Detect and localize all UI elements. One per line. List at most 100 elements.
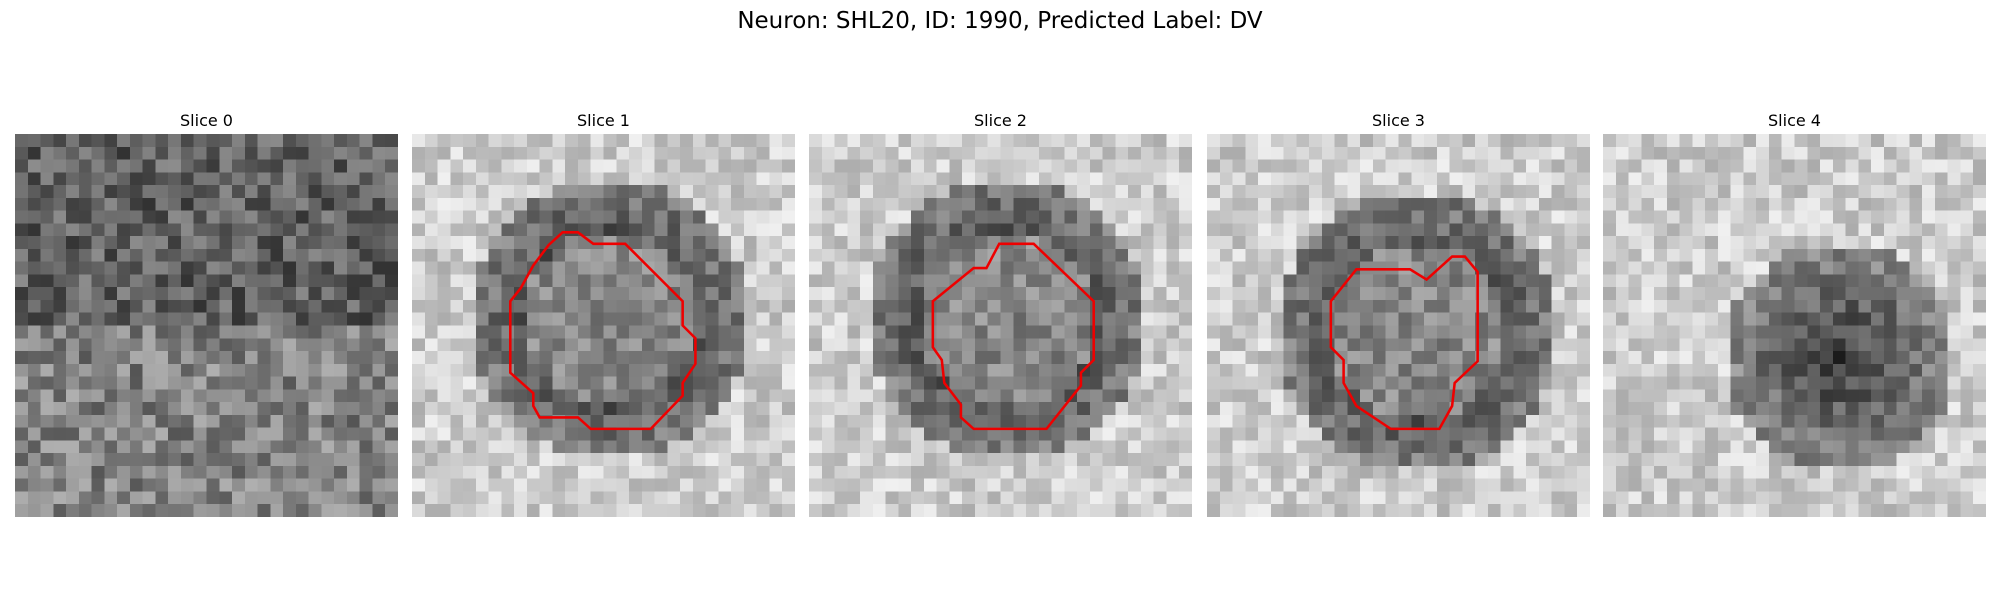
pixel	[206, 185, 220, 198]
pixel	[1934, 491, 1948, 505]
pixel	[552, 325, 566, 339]
pixel	[1153, 261, 1167, 275]
pixel	[654, 197, 668, 211]
pixel	[334, 504, 347, 517]
pixel	[359, 440, 373, 454]
pixel	[1179, 185, 1192, 198]
pixel	[1641, 223, 1655, 237]
pixel	[782, 363, 795, 377]
pixel	[1475, 159, 1488, 173]
pixel	[334, 172, 347, 186]
pixel	[219, 478, 233, 492]
pixel	[1385, 427, 1399, 441]
pixel	[40, 172, 54, 186]
pixel	[565, 440, 578, 454]
pixel	[1449, 210, 1463, 224]
pixel	[450, 414, 464, 428]
pixel	[1309, 299, 1322, 313]
pixel	[1051, 172, 1065, 186]
pixel	[1820, 491, 1833, 505]
pixel	[1832, 287, 1846, 300]
pixel	[769, 491, 783, 505]
pixel	[1321, 504, 1335, 517]
pixel	[1500, 465, 1514, 479]
pixel	[488, 414, 502, 428]
pixel	[872, 274, 886, 288]
pixel	[1038, 261, 1052, 275]
pixel	[1449, 159, 1463, 173]
pixel	[1603, 134, 1616, 147]
pixel	[898, 338, 912, 352]
pixel	[539, 402, 553, 415]
pixel	[872, 491, 886, 505]
pixel	[1321, 389, 1335, 403]
pixel	[641, 274, 655, 288]
pixel	[1705, 414, 1718, 428]
pixel	[923, 299, 937, 313]
pixel	[1321, 299, 1335, 313]
pixel	[590, 363, 604, 377]
pixel	[1000, 440, 1014, 454]
pixel	[769, 185, 783, 198]
pixel	[475, 210, 489, 224]
pixel	[539, 376, 553, 390]
pixel	[769, 363, 783, 377]
pixel	[1883, 376, 1897, 390]
pixel	[949, 210, 963, 224]
pixel	[1845, 134, 1859, 147]
pixel	[475, 274, 489, 288]
pixel	[1436, 223, 1450, 237]
pixel	[334, 389, 347, 403]
pixel	[743, 223, 757, 237]
pixel	[1128, 376, 1141, 390]
pixel	[756, 299, 770, 313]
pixel	[577, 453, 591, 466]
pixel	[1449, 414, 1463, 428]
pixel	[257, 299, 271, 313]
pixel	[1756, 197, 1769, 211]
pixel	[526, 210, 540, 224]
pixel	[168, 504, 181, 517]
pixel	[821, 389, 835, 403]
pixel	[475, 363, 489, 377]
pixel	[718, 363, 732, 377]
pixel	[782, 351, 795, 364]
pixel	[1615, 504, 1629, 517]
pixel	[488, 172, 502, 186]
pixel	[847, 363, 861, 377]
pixel	[27, 223, 41, 237]
pixel	[1258, 338, 1271, 352]
pixel	[860, 299, 873, 313]
pixel	[219, 172, 233, 186]
pixel	[1372, 351, 1386, 364]
pixel	[603, 134, 617, 147]
pixel	[923, 389, 937, 403]
pixel	[1270, 146, 1284, 160]
pixel	[91, 223, 105, 237]
pixel	[1128, 363, 1141, 377]
pixel	[1270, 402, 1284, 415]
pixel	[475, 465, 489, 479]
pixel	[1385, 402, 1399, 415]
pixel	[1730, 210, 1744, 224]
pixel	[1526, 146, 1539, 160]
pixel	[1705, 248, 1718, 262]
pixel	[860, 351, 873, 364]
pixel	[539, 465, 553, 479]
pixel	[692, 453, 706, 466]
pixel	[1166, 504, 1180, 517]
pixel	[1768, 338, 1782, 352]
pixel	[1705, 351, 1718, 364]
pixel	[629, 414, 642, 428]
pixel	[1858, 312, 1872, 326]
pixel	[244, 312, 258, 326]
pixel	[142, 478, 156, 492]
pixel	[987, 223, 1001, 237]
pixel	[1385, 248, 1399, 262]
pixel	[590, 159, 604, 173]
pixel	[117, 312, 130, 326]
pixel	[334, 338, 347, 352]
pixel	[1513, 453, 1527, 466]
pixel	[372, 389, 386, 403]
pixel	[667, 440, 681, 454]
